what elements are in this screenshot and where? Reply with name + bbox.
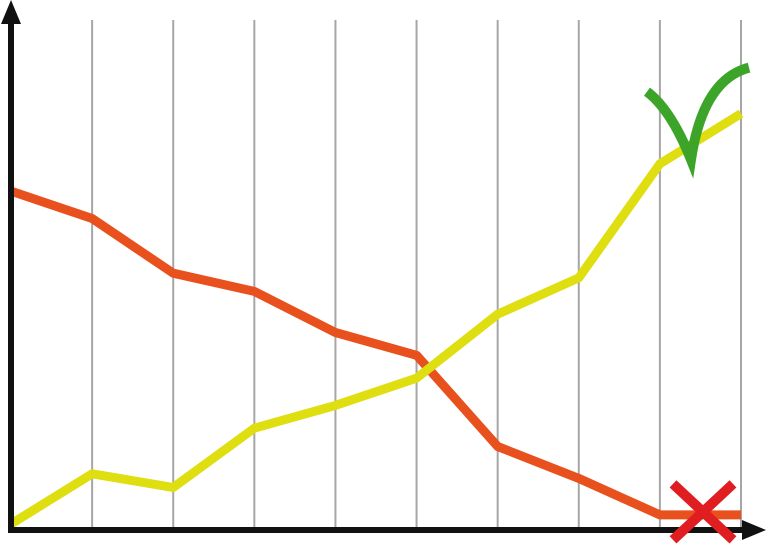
vertical-gridlines (91, 20, 742, 530)
y-axis-arrow-icon (1, 0, 21, 24)
axes (1, 0, 766, 540)
checkmark-icon (643, 62, 751, 179)
cross-icon (669, 480, 737, 544)
end-markers (643, 62, 751, 544)
series-lines (8, 109, 744, 528)
series-line-2 (8, 109, 744, 528)
cross-stroke (669, 480, 737, 544)
x-axis-arrow-icon (742, 520, 766, 540)
series-line-1 (9, 186, 741, 520)
checkmark-stroke (643, 62, 751, 179)
